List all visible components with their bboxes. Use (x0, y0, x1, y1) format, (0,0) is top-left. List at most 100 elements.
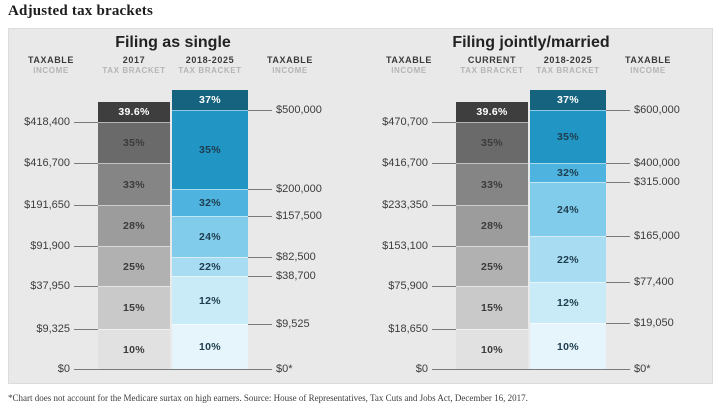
tick-label: $400,000 (634, 157, 680, 169)
tick-label: $82,500 (276, 251, 316, 263)
bracket-segment: 39.6% (98, 102, 170, 122)
tick-line (74, 205, 98, 206)
chart-title: Filing jointly/married (452, 34, 610, 51)
tick-label: $233,350 (382, 199, 428, 211)
tick-line (74, 286, 98, 287)
old-column-header: 2017 TAX BRACKET (102, 55, 166, 75)
tick-line (432, 163, 456, 164)
bracket-segment: 39.6% (456, 102, 528, 122)
tick-label: $77,400 (634, 276, 674, 288)
tick-label: $470,700 (382, 116, 428, 128)
tick-label: $0* (634, 363, 651, 375)
tick-line (432, 122, 456, 123)
tick-label: $75,900 (388, 280, 428, 292)
chart-filing-single: Filing as single TAXABLE INCOME 2017 TAX… (10, 28, 350, 384)
tick-line (606, 163, 630, 164)
tick-line (606, 182, 630, 183)
left-axis-header: TAXABLE INCOME (27, 55, 75, 75)
tick-line (248, 189, 272, 190)
tick-label: $91,900 (30, 240, 70, 252)
tick-line (432, 205, 456, 206)
bracket-segment: 12% (530, 282, 606, 323)
tick-label: $153,100 (382, 240, 428, 252)
tick-label: $0 (415, 363, 428, 375)
tick-line (248, 110, 272, 111)
tick-label: $191,650 (24, 199, 70, 211)
tick-label: $19,050 (634, 317, 674, 329)
tick-line (606, 110, 630, 111)
bracket-segment: 25% (98, 246, 170, 286)
tick-line (432, 246, 456, 247)
old-column-header: CURRENT TAX BRACKET (460, 55, 524, 75)
bracket-segment: 28% (456, 205, 528, 246)
right-axis-header: TAXABLE INCOME (624, 55, 672, 75)
bracket-segment: 12% (172, 276, 248, 324)
bracket-segment: 35% (172, 110, 248, 189)
tick-line (74, 246, 98, 247)
bracket-segment: 32% (172, 189, 248, 216)
tick-label: $600,000 (634, 104, 680, 116)
tick-label: $18,650 (388, 323, 428, 335)
bracket-segment: 33% (98, 163, 170, 205)
tick-label: $418,400 (24, 116, 70, 128)
tick-label: $315.000 (634, 176, 680, 188)
tick-label: $200,000 (276, 183, 322, 195)
tick-label: $0* (276, 363, 293, 375)
tick-line (432, 369, 630, 370)
tick-label: $9,325 (36, 323, 70, 335)
page-title: Adjusted tax brackets (8, 3, 154, 19)
tick-label: $416,700 (382, 157, 428, 169)
old-bracket-column: 39.6% 35% 33% 28% 25% 15% 10% (456, 102, 528, 369)
tick-line (606, 236, 630, 237)
bracket-segment: 37% (172, 90, 248, 110)
bracket-segment: 35% (530, 110, 606, 163)
footnote: *Chart does not account for the Medicare… (8, 393, 528, 403)
bracket-segment: 22% (172, 257, 248, 276)
tick-line (248, 257, 272, 258)
bracket-segment: 22% (530, 236, 606, 282)
tick-line (74, 122, 98, 123)
chart-title: Filing as single (115, 34, 231, 51)
right-axis-header: TAXABLE INCOME (266, 55, 314, 75)
chart-filing-jointly: Filing jointly/married TAXABLE INCOME CU… (368, 28, 708, 384)
bracket-segment: 15% (98, 286, 170, 329)
bracket-segment: 10% (456, 329, 528, 369)
tick-line (606, 323, 630, 324)
tick-line (432, 329, 456, 330)
bracket-segment: 35% (456, 122, 528, 163)
tick-label: $0 (57, 363, 70, 375)
bracket-segment: 28% (98, 205, 170, 246)
new-column-header: 2018-2025 TAX BRACKET (536, 55, 600, 75)
tick-line (248, 276, 272, 277)
bracket-segment: 10% (98, 329, 170, 369)
bracket-segment: 10% (172, 324, 248, 369)
bracket-segment: 32% (530, 163, 606, 182)
bracket-segment: 10% (530, 323, 606, 369)
new-column-header: 2018-2025 TAX BRACKET (178, 55, 242, 75)
tick-line (432, 286, 456, 287)
new-bracket-column: 37% 35% 32% 24% 22% 12% 10% (530, 90, 606, 369)
new-bracket-column: 37% 35% 32% 24% 22% 12% 10% (172, 90, 248, 369)
bracket-segment: 24% (530, 182, 606, 236)
tick-line (74, 369, 272, 370)
tick-line (74, 329, 98, 330)
tick-label: $165,000 (634, 230, 680, 242)
tick-label: $37,950 (30, 280, 70, 292)
tick-label: $500,000 (276, 104, 322, 116)
tick-line (248, 216, 272, 217)
bracket-segment: 25% (456, 246, 528, 286)
bracket-segment: 35% (98, 122, 170, 163)
bracket-segment: 15% (456, 286, 528, 329)
bracket-segment: 33% (456, 163, 528, 205)
bracket-segment: 37% (530, 90, 606, 110)
left-axis-header: TAXABLE INCOME (385, 55, 433, 75)
tick-label: $9,525 (276, 318, 310, 330)
tick-label: $157,500 (276, 210, 322, 222)
tick-label: $416,700 (24, 157, 70, 169)
tick-line (606, 282, 630, 283)
tick-label: $38,700 (276, 270, 316, 282)
bracket-segment: 24% (172, 216, 248, 257)
tick-line (74, 163, 98, 164)
tick-line (248, 324, 272, 325)
